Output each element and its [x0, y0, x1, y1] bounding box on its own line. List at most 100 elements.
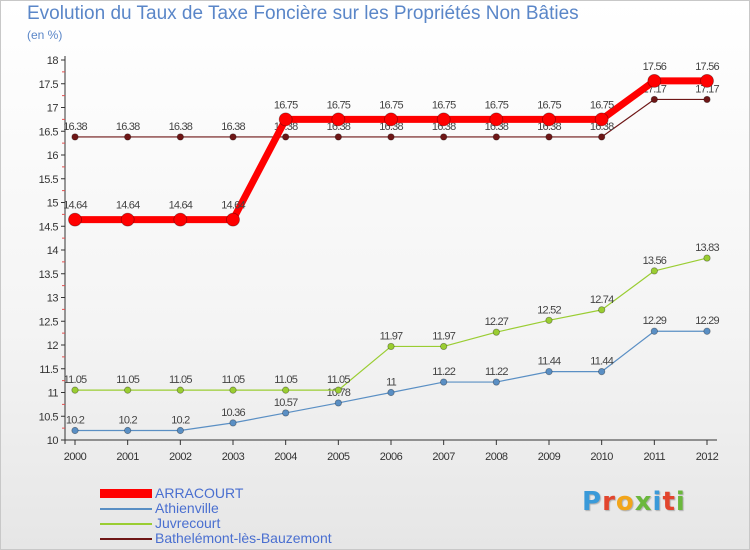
data-point-juvrecourt [598, 306, 606, 314]
data-point-athienville [440, 378, 448, 386]
y-tick-label: 13 [47, 293, 59, 305]
y-tick-label: 12.5 [39, 316, 59, 328]
legend-label: Athienville [155, 500, 219, 516]
data-point-athienville [387, 388, 395, 397]
y-tick-label: 14 [47, 245, 59, 257]
data-label-athienville: 10.2 [171, 415, 190, 427]
legend-label: ARRACOURT [155, 485, 244, 501]
y-tick-label: 14.5 [39, 221, 59, 233]
data-point-arracourt [594, 112, 609, 127]
data-point-athienville [598, 367, 606, 376]
x-tick-label: 2011 [644, 451, 666, 463]
x-tick-label: 2012 [696, 451, 719, 463]
data-point-juvrecourt [703, 254, 711, 262]
data-label-athienville: 11 [386, 377, 397, 389]
data-point-juvrecourt [71, 386, 79, 394]
data-label-athienville: 11.44 [538, 356, 561, 368]
data-label-bathelemont-les-bauzemont: 17.17 [695, 83, 719, 95]
data-point-juvrecourt [334, 386, 342, 394]
data-point-juvrecourt [492, 328, 500, 336]
legend-swatch [100, 538, 152, 540]
legend-swatch [100, 508, 152, 510]
data-label-arracourt: 16.75 [274, 99, 298, 111]
data-label-juvrecourt: 13.83 [695, 242, 719, 254]
data-point-arracourt [226, 212, 240, 227]
x-tick-label: 2007 [432, 451, 455, 463]
data-point-bathelemont-les-bauzemont [387, 133, 395, 141]
data-label-arracourt: 14.64 [221, 200, 245, 212]
x-tick-label: 2006 [380, 451, 403, 463]
data-label-arracourt: 16.75 [432, 99, 456, 111]
data-point-bathelemont-les-bauzemont [598, 133, 606, 141]
data-point-juvrecourt [282, 386, 290, 394]
data-label-juvrecourt: 11.97 [432, 330, 455, 342]
x-tick-label: 2010 [590, 451, 613, 463]
data-point-arracourt [436, 112, 451, 127]
data-label-bathelemont-les-bauzemont: 16.38 [485, 121, 509, 133]
data-label-bathelemont-les-bauzemont: 16.38 [221, 121, 245, 133]
data-label-athienville: 11.22 [485, 366, 508, 378]
data-point-bathelemont-les-bauzemont [545, 133, 553, 141]
logo-letter: i [652, 487, 663, 517]
logo-letter: o [615, 487, 635, 517]
data-label-juvrecourt: 11.05 [274, 374, 297, 386]
data-label-juvrecourt: 12.74 [590, 294, 614, 306]
data-point-arracourt [68, 212, 82, 227]
data-label-juvrecourt: 12.52 [537, 304, 561, 316]
y-tick-label: 11.5 [39, 364, 58, 376]
data-point-arracourt [647, 74, 662, 88]
data-label-juvrecourt: 11.05 [116, 374, 139, 386]
data-label-juvrecourt: 13.56 [643, 255, 667, 267]
proxiti-logo: Proxiti [582, 487, 686, 517]
series-line-juvrecourt [75, 257, 708, 391]
data-point-arracourt [542, 112, 556, 127]
legend-item-juvrecourt: Juvrecourt [100, 516, 400, 531]
data-point-athienville [650, 327, 658, 335]
logo-letter: i [675, 487, 686, 517]
data-label-athienville: 10.36 [221, 407, 245, 419]
data-label-arracourt: 14.64 [169, 200, 193, 212]
data-point-athienville [703, 327, 711, 335]
y-tick-label: 15.5 [39, 174, 59, 186]
y-tick-label: 13.5 [39, 269, 59, 281]
data-point-athienville [492, 378, 500, 386]
data-point-bathelemont-les-bauzemont [440, 133, 448, 141]
y-tick-label: 16.5 [39, 126, 59, 138]
chart-title: Evolution du Taux de Taxe Foncière sur l… [27, 3, 579, 24]
data-label-bathelemont-les-bauzemont: 16.38 [327, 121, 351, 133]
data-point-juvrecourt [440, 342, 448, 351]
data-point-bathelemont-les-bauzemont [703, 95, 711, 104]
x-tick-label: 2000 [64, 451, 87, 463]
data-point-bathelemont-les-bauzemont [334, 133, 342, 141]
x-tick-label: 2004 [274, 451, 297, 463]
data-label-arracourt: 14.64 [63, 200, 87, 212]
logo-letter: x [634, 487, 653, 517]
unit-label: (en %) [27, 28, 63, 42]
data-point-bathelemont-les-bauzemont [71, 133, 79, 141]
data-point-juvrecourt [650, 267, 658, 275]
data-point-athienville [229, 419, 237, 427]
data-label-juvrecourt: 12.27 [485, 316, 509, 328]
x-tick-label: 2003 [222, 451, 245, 463]
legend-swatch [100, 489, 152, 498]
data-point-arracourt [278, 112, 293, 127]
data-label-athienville: 10.57 [274, 397, 298, 409]
data-label-arracourt: 17.56 [643, 61, 667, 73]
y-tick-label: 17.5 [39, 79, 59, 91]
data-label-bathelemont-les-bauzemont: 16.38 [63, 121, 87, 133]
legend: ARRACOURT Athienville Juvrecourt Bathelé… [100, 486, 400, 546]
legend-label: Juvrecourt [155, 515, 221, 531]
logo-letter: r [602, 487, 616, 517]
y-tick-label: 17 [47, 103, 59, 115]
data-point-arracourt [120, 212, 135, 227]
data-point-bathelemont-les-bauzemont [229, 133, 237, 141]
data-point-juvrecourt [124, 386, 132, 394]
data-label-bathelemont-les-bauzemont: 16.38 [379, 121, 403, 133]
legend-label: Bathelémont-lès-Bauzemont [155, 530, 332, 546]
data-point-athienville [176, 426, 184, 435]
data-point-arracourt [331, 112, 346, 127]
x-tick-label: 2002 [169, 451, 192, 463]
data-point-juvrecourt [387, 342, 395, 351]
data-label-arracourt: 17.56 [695, 61, 719, 73]
